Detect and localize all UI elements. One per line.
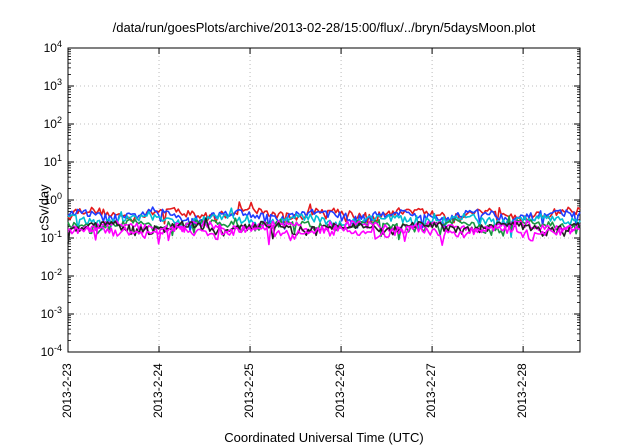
y-tick-label: 100 (43, 191, 62, 207)
y-tick-label: 104 (43, 39, 62, 55)
y-axis-label: cSv/day (36, 184, 52, 231)
series-line (67, 201, 581, 225)
x-tick-label: 2013-2-25 (242, 363, 257, 418)
x-tick-label: 2013-2-26 (333, 363, 348, 418)
x-tick-label: 2013-2-28 (515, 363, 530, 418)
x-axis-label: Coordinated Universal Time (UTC) (224, 430, 424, 445)
chart-title: /data/run/goesPlots/archive/2013-02-28/1… (112, 20, 536, 35)
y-tick-label: 10-2 (40, 267, 62, 283)
series-line (67, 221, 581, 246)
x-tick-label: 2013-2-27 (424, 363, 439, 418)
series-line (67, 206, 581, 232)
y-tick-label: 103 (43, 77, 62, 93)
x-tick-label: 2013-2-23 (60, 363, 74, 418)
x-tick-label: 2013-2-24 (151, 363, 166, 418)
y-tick-label: 102 (43, 115, 62, 131)
y-tick-label: 101 (43, 153, 62, 169)
y-tick-label: 10-1 (40, 229, 62, 245)
y-tick-label: 10-3 (40, 305, 62, 321)
y-tick-label: 10-4 (40, 343, 62, 359)
